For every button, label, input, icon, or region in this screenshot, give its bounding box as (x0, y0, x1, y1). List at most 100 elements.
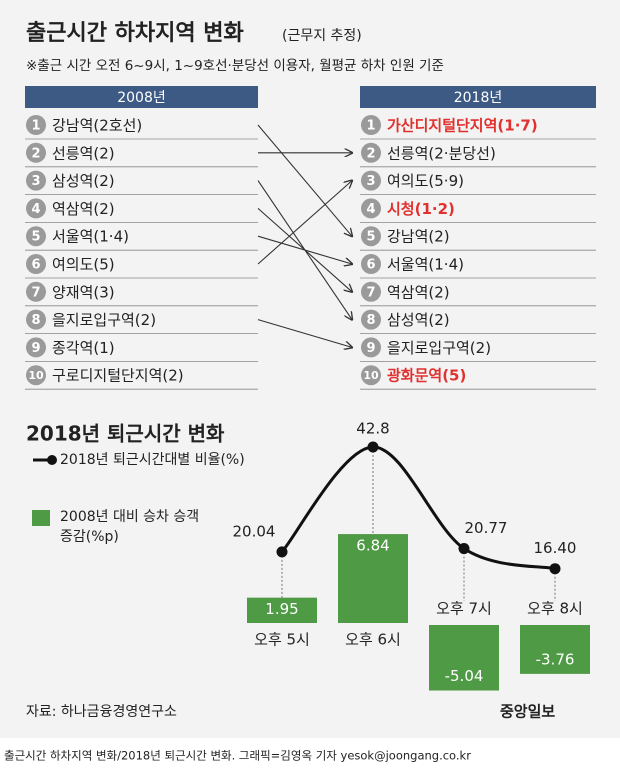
line-value-label: 16.40 (534, 539, 577, 557)
rank-number: 3 (31, 174, 40, 189)
rank-badge (361, 365, 381, 386)
subtitle: ※출근 시간 오전 6~9시, 1~9호선·분당선 이용자, 월평균 하차 인원… (26, 58, 444, 74)
rank-badge (26, 142, 46, 163)
legend-swatch (32, 510, 50, 526)
station-name: 역삼역(2) (387, 283, 450, 301)
rank-number: 1 (31, 119, 40, 134)
rank-number: 2 (366, 146, 375, 161)
rank-badge (26, 254, 46, 274)
rank-badge (361, 142, 381, 163)
station-name: 종각역(1) (52, 339, 115, 357)
rank-link (257, 319, 352, 348)
logo: 중앙일보 (500, 703, 555, 721)
rank-badge (26, 170, 46, 191)
rank-number: 10 (363, 369, 379, 382)
line-point (367, 441, 379, 453)
x-tick-label: 오후 5시 (254, 631, 310, 649)
rank-badge (361, 309, 381, 330)
rank-badge (26, 281, 46, 302)
rank-badge (26, 198, 46, 219)
rank-number: 1 (366, 119, 375, 134)
rank-number: 8 (31, 313, 40, 328)
station-name: 삼성역(2) (52, 172, 115, 190)
bar-value-label: -5.04 (445, 667, 484, 685)
rank-link (257, 124, 352, 236)
bar-value-label: -3.76 (536, 650, 575, 668)
rank-number: 10 (28, 369, 44, 382)
rank-number: 6 (366, 258, 375, 273)
rank-number: 2 (31, 146, 40, 161)
rank-badge (361, 115, 381, 135)
line-point (276, 546, 288, 558)
x-tick-label: 오후 6시 (345, 631, 401, 649)
legend-line-label: 2018년 퇴근시간대별 비율(%) (60, 452, 245, 468)
rank-badge (26, 309, 46, 330)
station-name: 시청(1·2) (387, 200, 455, 218)
title: 출근시간 하차지역 변화 (26, 21, 244, 46)
station-name: 구로디지털단지역(2) (52, 367, 184, 385)
rank-badge (361, 198, 381, 219)
x-tick-label: 오후 8시 (527, 600, 583, 618)
bar (338, 534, 408, 623)
legend-bar-label: 2008년 대비 승차 승객 증감(%p) (60, 509, 200, 545)
rank-number: 5 (366, 230, 375, 245)
caption: 출근시간 하차지역 변화/2018년 퇴근시간 변화. 그래픽=김영옥 기자 y… (4, 749, 471, 763)
station-name: 가산디지털단지역(1·7) (387, 117, 538, 135)
rank-badge (26, 337, 46, 358)
rank-badge (361, 254, 381, 274)
rank-badge (361, 281, 381, 302)
title-note: (근무지 추정) (282, 28, 362, 44)
line (280, 445, 556, 571)
rank-number: 7 (366, 285, 375, 300)
line-point (549, 563, 561, 575)
column-header (25, 86, 258, 108)
rank-number: 3 (366, 174, 375, 189)
station-name: 을지로입구역(2) (387, 339, 491, 357)
rank-number: 5 (31, 230, 40, 245)
line-point (458, 543, 470, 555)
rank-number: 6 (31, 258, 40, 273)
bar (247, 597, 317, 623)
station-name: 선릉역(2) (52, 144, 115, 162)
rank-badge (26, 115, 46, 135)
line-value-label: 42.8 (356, 419, 389, 437)
rank-number: 9 (31, 341, 40, 356)
station-name: 서울역(1·4) (387, 256, 464, 274)
rank-number: 8 (366, 313, 375, 328)
station-name: 양재역(3) (52, 283, 115, 301)
column-header (360, 86, 596, 108)
station-name: 강남역(2호선) (52, 117, 142, 135)
legend-dot (47, 455, 57, 465)
chart-title: 2018년 퇴근시간 변화 (26, 422, 225, 446)
station-name: 을지로입구역(2) (52, 311, 156, 329)
station-name: 여의도(5·9) (387, 172, 464, 190)
rank-link (257, 181, 352, 265)
station-name: 역삼역(2) (52, 200, 115, 218)
bar-value-label: 1.95 (265, 600, 298, 618)
rank-link (257, 235, 352, 264)
rank-number: 4 (366, 202, 375, 217)
bar (429, 625, 499, 691)
line-value-label: 20.04 (233, 522, 276, 540)
station-name: 강남역(2) (387, 228, 450, 246)
bar-value-label: 6.84 (356, 537, 389, 555)
column-header-label: 2018년 (454, 90, 503, 106)
rank-number: 4 (31, 202, 40, 217)
source: 자료: 하나금융경영연구소 (26, 704, 177, 720)
station-name: 삼성역(2) (387, 311, 450, 329)
rank-badge (26, 226, 46, 247)
station-name: 광화문역(5) (387, 367, 466, 385)
column-header-label: 2008년 (117, 90, 166, 106)
line-value-label: 20.77 (465, 519, 508, 537)
rank-badge (361, 170, 381, 191)
x-tick-label: 오후 7시 (436, 600, 492, 618)
rank-badge (361, 337, 381, 358)
rank-number: 7 (31, 285, 40, 300)
station-name: 여의도(5) (52, 256, 115, 274)
rank-number: 9 (366, 341, 375, 356)
station-name: 서울역(1·4) (52, 228, 129, 246)
rank-badge (361, 226, 381, 247)
bar (520, 625, 590, 674)
